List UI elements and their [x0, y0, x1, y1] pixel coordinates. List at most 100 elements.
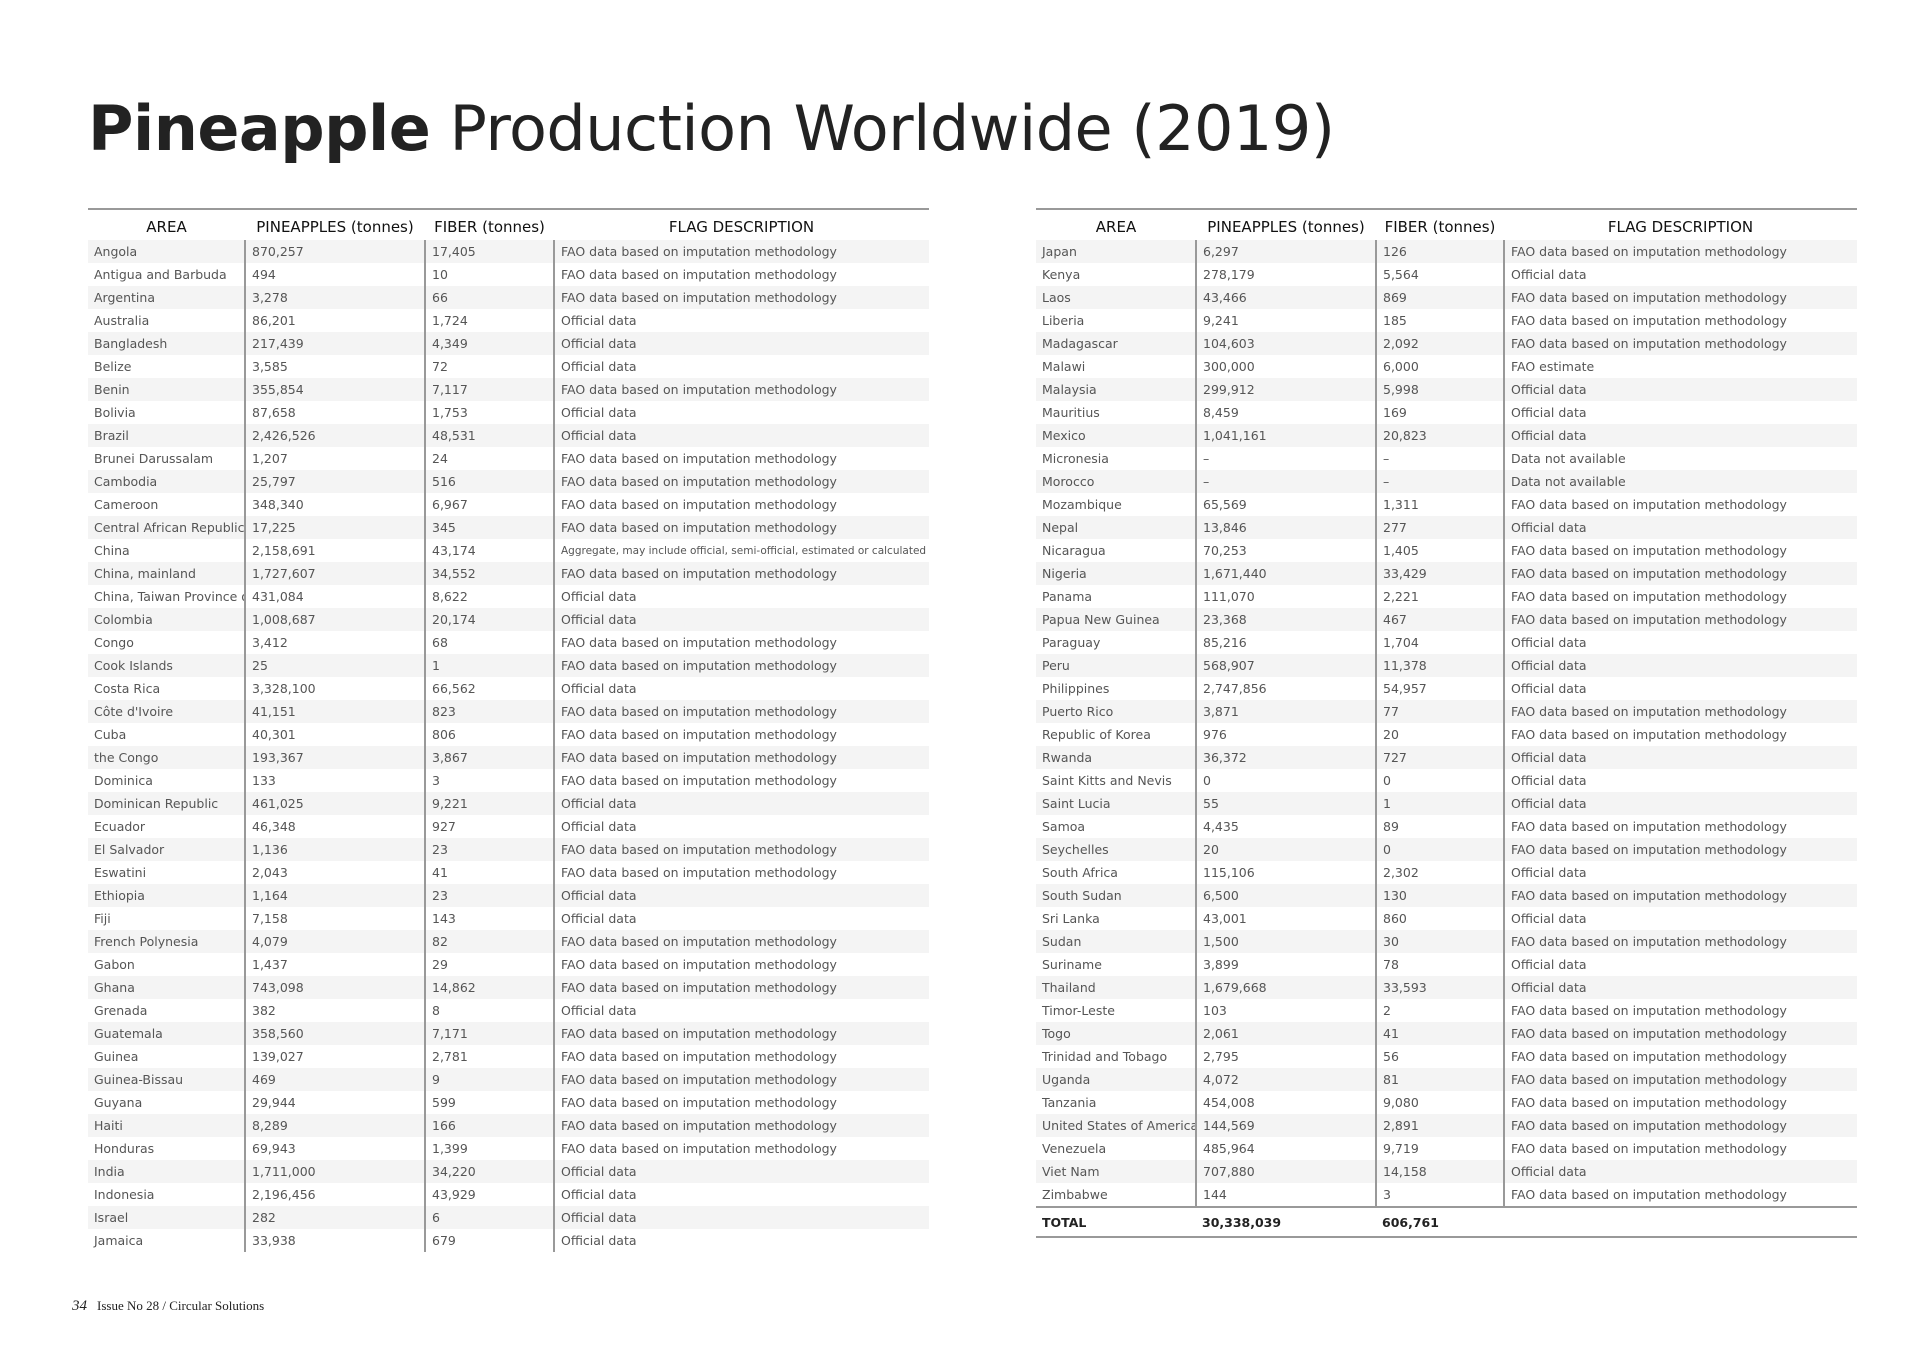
- header-row: AREA PINEAPPLES (tonnes) FIBER (tonnes) FLA…: [88, 209, 929, 240]
- table-cell: 1,041,161: [1195, 424, 1376, 447]
- table-cell: 3,328,100: [244, 677, 425, 700]
- table-cell: El Salvador: [88, 838, 245, 861]
- table-cell: 23: [424, 838, 554, 861]
- table-cell: Togo: [1036, 1022, 1196, 1045]
- table-row: Ecuador 46,348 927 Official data: [88, 815, 929, 838]
- table-right: AREA PINEAPPLES (tonnes) FIBER (tonnes) FLA…: [1036, 208, 1857, 1238]
- table-row: Angola 870,257 17,405 FAO data based on imp…: [88, 240, 929, 263]
- table-cell: 976: [1195, 723, 1376, 746]
- table-cell: Official data: [553, 309, 929, 332]
- table-row: Malaysia 299,912 5,998 Official data: [1036, 378, 1857, 401]
- table-cell: 3,867: [424, 746, 554, 769]
- table-row: Israel 282 6 Official data: [88, 1206, 929, 1229]
- table-cell: 66,562: [424, 677, 554, 700]
- table-cell: Official data: [1503, 769, 1857, 792]
- table-cell: 43,466: [1195, 286, 1376, 309]
- column-header: FLAG DESCRIPTION: [1607, 218, 1754, 236]
- table-cell: the Congo: [88, 746, 245, 769]
- table-cell: 34,552: [424, 562, 554, 585]
- table-row: Timor-Leste 103 2 FAO data based on imputat…: [1036, 999, 1857, 1022]
- table-cell: Malaysia: [1036, 378, 1196, 401]
- table-row: Liberia 9,241 185 FAO data based on imputat…: [1036, 309, 1857, 332]
- table-row: Nepal 13,846 277 Official data: [1036, 516, 1857, 539]
- table-row: Kenya 278,179 5,564 Official data: [1036, 263, 1857, 286]
- table-row: Dominica 133 3 FAO data based on imputation…: [88, 769, 929, 792]
- table-cell: 5,564: [1375, 263, 1504, 286]
- table-cell: Saint Lucia: [1036, 792, 1196, 815]
- table-cell: Philippines: [1042, 681, 1110, 696]
- table-cell: 1,311: [1375, 493, 1504, 516]
- table-cell: FAO data based on imputation methodology: [553, 1022, 929, 1045]
- table-cell: 55: [1195, 792, 1376, 815]
- table-row: Colombia 1,008,687 20,174 Official data: [88, 608, 929, 631]
- table-cell: Micronesia: [1042, 451, 1109, 466]
- title-rest: Production Worldwide (2019): [449, 92, 1336, 165]
- total-cell: 30,338,039: [1196, 1206, 1376, 1238]
- table-cell: Fiji: [94, 911, 111, 926]
- table-cell: 277: [1375, 516, 1504, 539]
- table-cell: Official data: [553, 585, 929, 608]
- table-row: Madagascar 104,603 2,092 FAO data based on …: [1036, 332, 1857, 355]
- table-cell: Guinea-Bissau: [88, 1068, 245, 1091]
- table-row: Sudan 1,500 30 FAO data based on imputation…: [1036, 930, 1857, 953]
- table-row: Puerto Rico 3,871 77 FAO data based on impu…: [1036, 700, 1857, 723]
- table-cell: 87,658: [244, 401, 425, 424]
- table-cell: Kenya: [1042, 267, 1081, 282]
- table-cell: 89: [1375, 815, 1504, 838]
- table-cell: French Polynesia: [88, 930, 245, 953]
- table-cell: 1,164: [244, 884, 425, 907]
- table-cell: 707,880: [1195, 1160, 1376, 1183]
- table-cell: 355,854: [244, 378, 425, 401]
- table-cell: FAO data based on imputation methodology: [553, 1091, 929, 1114]
- table-cell: FAO data based on imputation methodology: [1503, 838, 1857, 861]
- table-cell: 166: [424, 1114, 554, 1137]
- table-cell: FAO data based on imputation methodology: [553, 1045, 929, 1068]
- table-cell: 68: [424, 631, 554, 654]
- table-cell: 278,179: [1195, 263, 1376, 286]
- table-cell: FAO data based on imputation methodology: [553, 516, 929, 539]
- footer: 34 Issue No 28 / Circular Solutions: [72, 1298, 264, 1315]
- table-cell: Official data: [553, 608, 929, 631]
- table-cell: Laos: [1036, 286, 1196, 309]
- table-cell: 300,000: [1195, 355, 1376, 378]
- table-row: Samoa 4,435 89 FAO data based on imputation…: [1036, 815, 1857, 838]
- table-row: Cameroon 348,340 6,967 FAO data based on im…: [88, 493, 929, 516]
- table-cell: 2,747,856: [1195, 677, 1376, 700]
- table-cell: Israel: [88, 1206, 245, 1229]
- table-cell: Nicaragua: [1042, 543, 1106, 558]
- table-cell: 6,297: [1195, 240, 1376, 263]
- table-cell: 46,348: [244, 815, 425, 838]
- table-cell: 1,679,668: [1195, 976, 1376, 999]
- table-cell: Official data: [1503, 861, 1857, 884]
- table-cell: Official data: [1503, 263, 1857, 286]
- table-cell: Ethiopia: [88, 884, 245, 907]
- table-cell: China, mainland: [88, 562, 245, 585]
- table-cell: 431,084: [244, 585, 425, 608]
- table-cell: 104,603: [1195, 332, 1376, 355]
- table-cell: FAO data based on imputation methodology: [1503, 1068, 1857, 1091]
- table-cell: Paraguay: [1042, 635, 1101, 650]
- table-cell: Zimbabwe: [1042, 1187, 1108, 1202]
- table-cell: South Sudan: [1036, 884, 1196, 907]
- table-cell: 1,136: [244, 838, 425, 861]
- table-cell: FAO data based on imputation methodology: [553, 953, 929, 976]
- table-cell: Republic of Korea: [1042, 727, 1151, 742]
- table-cell: Honduras: [94, 1141, 155, 1156]
- table-cell: 9,221: [424, 792, 554, 815]
- table-cell: 17,225: [244, 516, 425, 539]
- table-cell: Official data: [553, 815, 929, 838]
- table-cell: Official data: [553, 677, 929, 700]
- table-row: Congo 3,412 68 FAO data based on imputation…: [88, 631, 929, 654]
- table-cell: –: [1195, 447, 1376, 470]
- table-cell: Official data: [553, 355, 929, 378]
- table-row: Belize 3,585 72 Official data: [88, 355, 929, 378]
- table-cell: 139,027: [244, 1045, 425, 1068]
- table-row: India 1,711,000 34,220 Official data: [88, 1160, 929, 1183]
- table-cell: –: [1375, 447, 1504, 470]
- table-cell: FAO data based on imputation methodology: [553, 654, 929, 677]
- table-cell: 1: [1375, 792, 1504, 815]
- table-row: Benin 355,854 7,117 FAO data based on imput…: [88, 378, 929, 401]
- table-row: China, mainland 1,727,607 34,552 FAO data b…: [88, 562, 929, 585]
- table-cell: Puerto Rico: [1036, 700, 1196, 723]
- table-cell: Official data: [1503, 631, 1857, 654]
